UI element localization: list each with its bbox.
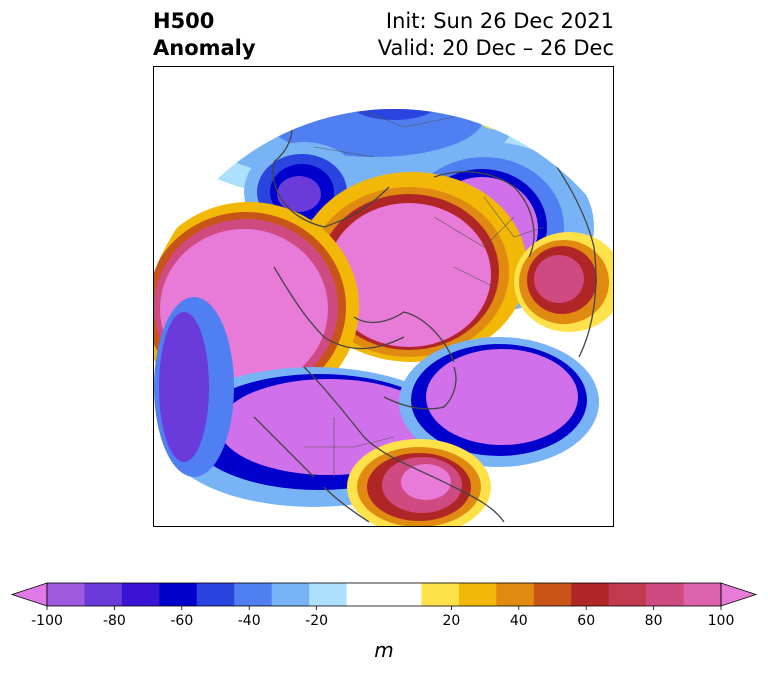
colorbar-extend-min (10, 582, 48, 607)
title-field-type: Anomaly (153, 36, 256, 60)
title-left: H500 Anomaly (153, 8, 256, 62)
colorbar-swatch (196, 583, 235, 606)
colorbar-swatch (384, 583, 422, 606)
colorbar-swatch (271, 583, 310, 606)
colorbar-swatch (234, 583, 273, 606)
colorbar-border (46, 582, 722, 607)
colorbar-tick-label: -40 (238, 613, 261, 629)
colorbar-tick-label: 20 (442, 613, 460, 629)
positive-anomaly-ural (514, 232, 613, 332)
colorbar-unit-label: m (374, 638, 393, 662)
title-right: Init: Sun 26 Dec 2021 Valid: 20 Dec – 26… (378, 8, 614, 62)
colorbar-ticks: -100 -80 -60 -40 -20 20 40 60 80 100 (31, 606, 734, 629)
colorbar-tick-label: -80 (103, 613, 126, 629)
colorbar-swatches (10, 582, 758, 607)
colorbar-tick-label: -100 (31, 613, 63, 629)
colorbar-swatch (458, 583, 497, 606)
positive-anomaly-southeast-us (347, 439, 491, 526)
valid-range-label: Valid: 20 Dec – 26 Dec (377, 36, 614, 60)
colorbar-extend-max (720, 582, 758, 607)
colorbar-swatch (346, 583, 385, 606)
colorbar-swatch (646, 583, 685, 606)
colorbar-swatch (121, 583, 160, 606)
colorbar-tick-label: 100 (708, 613, 735, 629)
colorbar-swatch (608, 583, 647, 606)
colorbar-swatch (571, 583, 610, 606)
colorbar-swatch (683, 583, 722, 606)
colorbar-swatch (84, 583, 123, 606)
colorbar-swatch (47, 583, 85, 606)
colorbar-swatch (496, 583, 535, 606)
colorbar-tick-label: 80 (645, 613, 663, 629)
positive-anomaly-europe (474, 109, 524, 130)
colorbar-tick-label: -60 (170, 613, 193, 629)
colorbar-tick-label: -20 (305, 613, 328, 629)
colorbar-swatch (159, 583, 198, 606)
colorbar-swatch (533, 583, 572, 606)
title-field-name: H500 (153, 9, 215, 33)
colorbar-tick-label: 40 (510, 613, 528, 629)
colorbar: -100 -80 -60 -40 -20 20 40 60 80 100 m (10, 582, 758, 662)
map-frame (153, 66, 614, 527)
colorbar-swatch (309, 583, 348, 606)
colorbar-tick-label: 60 (577, 613, 595, 629)
anomaly-map (154, 109, 613, 526)
init-time-label: Init: Sun 26 Dec 2021 (385, 9, 614, 33)
colorbar-swatch (421, 583, 460, 606)
